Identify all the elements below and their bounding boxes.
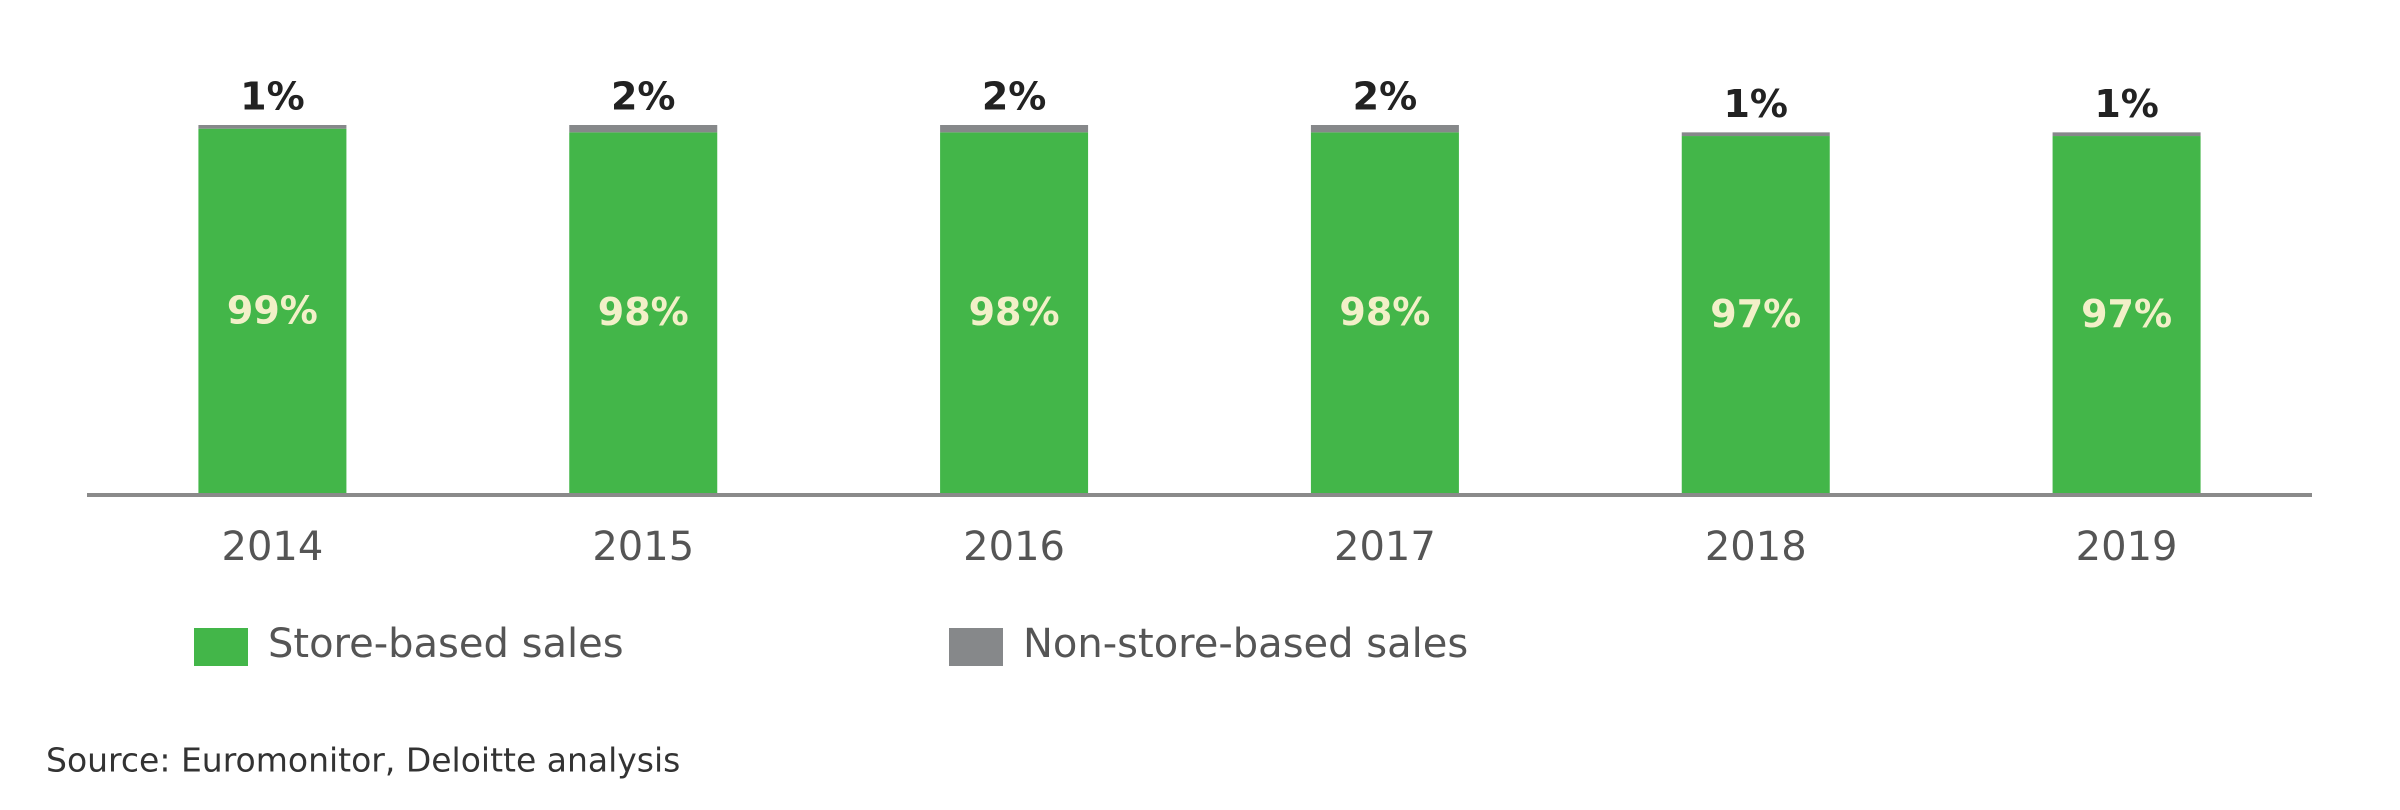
x-tick-label: 2014 <box>222 524 324 570</box>
legend-label: Non-store-based sales <box>1023 621 1468 667</box>
legend-swatch <box>194 628 248 666</box>
bar-segment <box>1681 136 1830 494</box>
bar-segment <box>569 132 718 494</box>
value-label: 1% <box>240 75 305 119</box>
x-tick-label: 2015 <box>592 524 694 570</box>
bar-segment <box>1681 132 1830 137</box>
value-label: 97% <box>2081 292 2172 336</box>
value-label: 98% <box>969 290 1060 334</box>
bar-segment <box>2052 132 2201 137</box>
x-tick-label: 2019 <box>2076 524 2178 570</box>
value-label: 1% <box>2094 82 2159 126</box>
bar-segment <box>1310 132 1459 494</box>
value-label: 97% <box>1710 292 1801 336</box>
x-tick-label: 2018 <box>1705 524 1807 570</box>
value-label: 2% <box>982 75 1047 119</box>
value-label: 2% <box>1353 75 1418 119</box>
bar-segment <box>2052 136 2201 494</box>
value-label: 1% <box>1723 82 1788 126</box>
source: Source: Euromonitor, Deloitte analysis <box>46 741 680 780</box>
legend-swatch <box>949 628 1003 666</box>
bar-segment <box>940 125 1089 133</box>
value-label: 98% <box>1339 290 1430 334</box>
bar-segment <box>198 128 347 493</box>
legend-label: Store-based sales <box>268 621 624 667</box>
bar-segment <box>198 125 347 129</box>
bar-segment <box>940 132 1089 494</box>
bar-segment <box>569 125 718 133</box>
x-tick-label: 2016 <box>963 524 1065 570</box>
value-label: 2% <box>611 75 676 119</box>
value-label: 98% <box>598 290 689 334</box>
x-tick-label: 2017 <box>1334 524 1436 570</box>
bar-segment <box>1310 125 1459 133</box>
value-label: 99% <box>227 288 318 332</box>
